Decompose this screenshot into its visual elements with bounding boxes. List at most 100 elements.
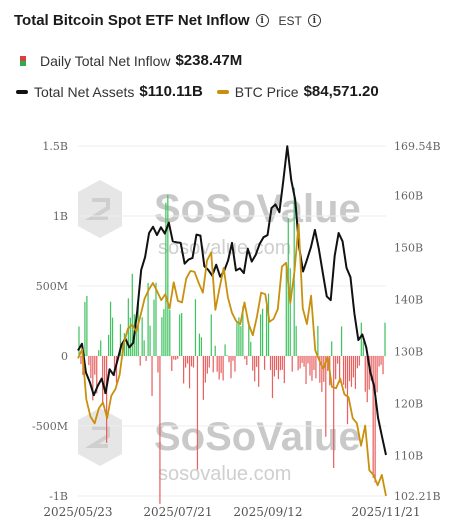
inflow-bar[interactable] xyxy=(303,356,305,367)
inflow-bar[interactable] xyxy=(194,299,197,356)
inflow-bar[interactable] xyxy=(352,356,355,378)
inflow-bar[interactable] xyxy=(258,356,260,387)
inflow-bar[interactable] xyxy=(291,356,293,372)
inflow-bar[interactable] xyxy=(190,356,193,367)
inflow-bar[interactable] xyxy=(321,356,323,392)
inflow-bar[interactable] xyxy=(269,356,272,371)
inflow-bar[interactable] xyxy=(364,356,366,392)
inflow-bar[interactable] xyxy=(161,317,163,356)
inflow-bar[interactable] xyxy=(171,356,173,371)
inflow-bar[interactable] xyxy=(299,356,301,369)
timezone-info-icon[interactable]: i xyxy=(307,14,321,27)
total-net-assets-line[interactable] xyxy=(77,145,387,456)
inflow-bar[interactable] xyxy=(165,202,167,356)
inflow-bar[interactable] xyxy=(305,356,307,384)
inflow-bar[interactable] xyxy=(283,356,285,384)
inflow-bar[interactable] xyxy=(78,326,80,356)
inflow-bar[interactable] xyxy=(100,340,102,356)
inflow-bar[interactable] xyxy=(151,356,153,396)
inflow-bar[interactable] xyxy=(335,356,337,380)
info-icon[interactable]: i xyxy=(255,14,269,27)
inflow-bar[interactable] xyxy=(265,306,268,356)
inflow-bar[interactable] xyxy=(275,356,278,370)
inflow-bar[interactable] xyxy=(173,356,175,360)
inflow-bar[interactable] xyxy=(80,356,82,365)
inflow-bar[interactable] xyxy=(92,356,94,401)
inflow-bar[interactable] xyxy=(177,356,179,359)
inflow-bar[interactable] xyxy=(261,308,264,356)
inflow-bar[interactable] xyxy=(196,356,199,470)
inflow-bar[interactable] xyxy=(141,317,143,356)
inflow-bar[interactable] xyxy=(333,356,335,468)
inflow-bar[interactable] xyxy=(214,345,216,356)
inflow-bar[interactable] xyxy=(216,356,218,372)
inflow-bar[interactable] xyxy=(184,356,187,368)
btc-price-line[interactable] xyxy=(77,223,387,497)
inflow-bar[interactable] xyxy=(206,356,208,374)
inflow-bar[interactable] xyxy=(98,350,100,356)
inflow-bar[interactable] xyxy=(149,325,151,356)
inflow-bar[interactable] xyxy=(106,356,108,443)
inflow-bar[interactable] xyxy=(360,322,362,356)
inflow-bar[interactable] xyxy=(281,356,283,370)
inflow-bar[interactable] xyxy=(295,325,297,356)
inflow-bar[interactable] xyxy=(248,321,250,356)
inflow-bar[interactable] xyxy=(88,356,90,366)
inflow-bar[interactable] xyxy=(315,356,317,379)
inflow-bar[interactable] xyxy=(212,356,214,373)
inflow-bar[interactable] xyxy=(222,356,224,381)
inflow-bar[interactable] xyxy=(301,356,303,363)
inflow-bar[interactable] xyxy=(224,344,226,356)
inflow-bar[interactable] xyxy=(297,356,299,371)
inflow-bar[interactable] xyxy=(317,325,319,356)
inflow-bar[interactable] xyxy=(366,356,368,403)
inflow-bar[interactable] xyxy=(183,356,185,384)
inflow-bar[interactable] xyxy=(313,356,315,370)
inflow-bar[interactable] xyxy=(271,356,274,399)
inflow-bar[interactable] xyxy=(147,282,149,356)
inflow-bar[interactable] xyxy=(277,356,280,380)
inflow-bar[interactable] xyxy=(163,309,165,356)
inflow-bar[interactable] xyxy=(96,356,98,394)
inflow-bar[interactable] xyxy=(331,341,333,356)
inflow-bar[interactable] xyxy=(307,356,309,364)
inflow-bar[interactable] xyxy=(111,317,114,356)
inflow-bar[interactable] xyxy=(179,314,181,356)
inflow-bar[interactable] xyxy=(378,356,380,367)
inflow-bar[interactable] xyxy=(263,356,266,370)
inflow-bar[interactable] xyxy=(210,314,212,356)
inflow-bar[interactable] xyxy=(344,356,347,389)
inflow-bar[interactable] xyxy=(200,337,203,356)
inflow-bar[interactable] xyxy=(202,356,204,400)
inflow-bar[interactable] xyxy=(338,356,341,383)
inflow-bar[interactable] xyxy=(279,356,281,371)
inflow-bar[interactable] xyxy=(157,356,159,373)
inflow-bar[interactable] xyxy=(115,356,118,383)
inflow-bar[interactable] xyxy=(109,301,112,356)
inflow-bar[interactable] xyxy=(372,356,374,478)
inflow-bar[interactable] xyxy=(218,356,220,380)
inflow-bar[interactable] xyxy=(319,356,321,383)
inflow-bar[interactable] xyxy=(143,340,145,356)
inflow-bar[interactable] xyxy=(273,356,276,377)
inflow-bar[interactable] xyxy=(256,356,258,367)
inflow-bar[interactable] xyxy=(86,295,88,356)
inflow-bar[interactable] xyxy=(228,356,230,363)
inflow-bar[interactable] xyxy=(254,356,256,382)
inflow-bar[interactable] xyxy=(289,268,291,356)
inflow-bar[interactable] xyxy=(119,324,122,356)
inflow-bar[interactable] xyxy=(167,194,169,356)
inflow-bar[interactable] xyxy=(175,356,177,360)
inflow-bar[interactable] xyxy=(181,313,183,356)
inflow-bar[interactable] xyxy=(346,356,349,425)
inflow-bar[interactable] xyxy=(380,356,382,365)
inflow-bar[interactable] xyxy=(155,282,157,356)
inflow-bar[interactable] xyxy=(145,356,147,361)
inflow-bar[interactable] xyxy=(311,356,313,381)
inflow-bar[interactable] xyxy=(325,356,327,437)
inflow-bar[interactable] xyxy=(107,334,110,356)
inflow-bar[interactable] xyxy=(382,356,384,375)
inflow-bar[interactable] xyxy=(220,356,222,374)
inflow-bar[interactable] xyxy=(348,356,351,382)
inflow-bar[interactable] xyxy=(252,356,254,371)
